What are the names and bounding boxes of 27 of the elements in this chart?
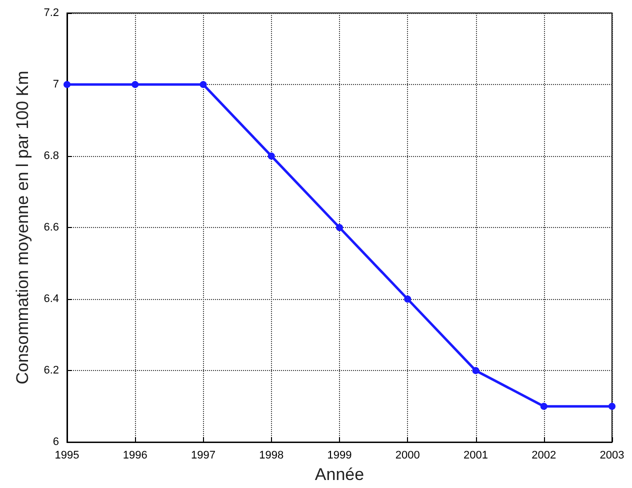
point [64, 81, 70, 88]
y-tick-label: 7.2 [44, 7, 59, 19]
point [336, 224, 343, 232]
y-tick-label: 6 [52, 436, 59, 448]
y-tick-label: 6.4 [44, 293, 59, 306]
point [608, 402, 616, 410]
y-axis-title: Consommation moyenne en l par 100 Km [13, 70, 32, 384]
x-tick-label: 2001 [464, 450, 488, 462]
y-tick-label: 6.8 [44, 150, 59, 162]
x-axis-title: Année [314, 465, 364, 484]
point [268, 152, 275, 160]
x-tick-label: 1998 [259, 450, 284, 462]
x-tick-label: 1997 [191, 450, 216, 462]
x-tick-label: 1995 [54, 450, 80, 462]
point [200, 81, 207, 88]
point [472, 367, 480, 374]
x-tick-label: 2002 [532, 450, 556, 462]
y-tick-label: 7 [52, 78, 59, 91]
x-tick-label: 2000 [395, 450, 420, 462]
x-tick-label: 1996 [122, 450, 148, 462]
y-tick-label: 6.2 [44, 364, 59, 377]
x-tick-label: 2003 [600, 450, 624, 462]
point [404, 296, 412, 303]
y-tick-label: 6.6 [44, 222, 59, 234]
x-tick-label: 1999 [327, 450, 352, 462]
point [132, 81, 139, 88]
point [540, 402, 548, 410]
